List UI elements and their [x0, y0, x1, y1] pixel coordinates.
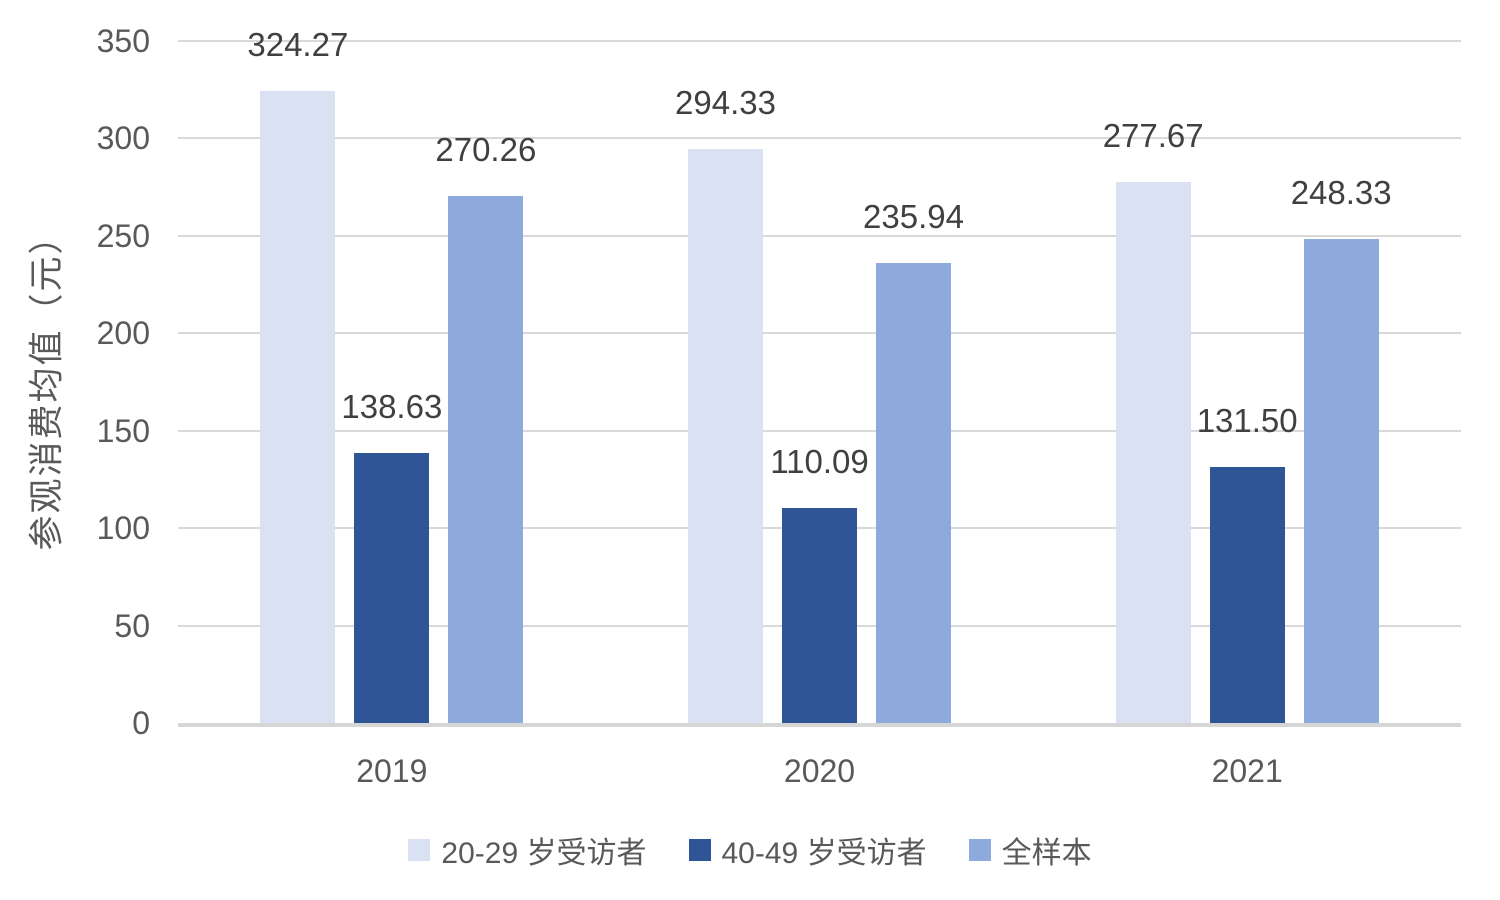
x-category-label: 2020 [783, 753, 856, 789]
y-tick-label: 100 [96, 510, 150, 547]
bar [1115, 181, 1191, 723]
x-category-label: 2019 [356, 753, 428, 789]
bar-value-label: 277.67 [1102, 116, 1204, 154]
legend-swatch-icon [968, 839, 991, 861]
y-tick-label: 350 [96, 23, 150, 59]
bar-value-label: 235.94 [863, 198, 964, 236]
gridline [178, 429, 1461, 432]
bar-value-label: 138.63 [341, 387, 443, 425]
bar [876, 263, 951, 723]
y-tick-label: 300 [96, 120, 150, 157]
y-tick-label: 150 [96, 412, 150, 449]
bar [688, 149, 763, 723]
legend-swatch-icon [408, 839, 431, 861]
bar-value-label: 324.27 [247, 26, 349, 64]
y-tick-label: 250 [96, 217, 150, 254]
bar-value-label: 270.26 [435, 131, 537, 169]
bar [782, 508, 857, 723]
legend-item: 20-29 岁受访者 [408, 828, 647, 872]
gridline [178, 40, 1461, 42]
y-tick-label: 0 [132, 705, 150, 741]
bar [354, 452, 430, 723]
bar [260, 91, 336, 723]
bar-value-label: 294.33 [675, 84, 776, 122]
x-axis-line [178, 723, 1461, 727]
legend-swatch-icon [688, 839, 711, 861]
bar [1303, 239, 1379, 723]
bar-value-label: 131.50 [1196, 401, 1298, 439]
bar [1209, 466, 1285, 723]
legend-label: 20-29 岁受访者 [441, 837, 647, 870]
gridline [178, 234, 1461, 237]
plot-area: 324.27 138.63 270.26 294.33 110.09 235.94 277.… [178, 26, 1461, 727]
x-category-label: 2021 [1211, 753, 1283, 789]
gridline [178, 332, 1461, 335]
legend-item: 40-49 岁受访者 [688, 828, 927, 872]
bar [448, 196, 524, 723]
y-axis-title: 参观消费均值（元） [27, 217, 67, 551]
y-tick-label: 50 [114, 607, 150, 644]
y-tick-label: 200 [96, 315, 150, 352]
bar-value-label: 248.33 [1290, 174, 1392, 212]
legend-label: 全样本 [1001, 837, 1092, 870]
gridline [178, 137, 1461, 140]
legend: 20-29 岁受访者 40-49 岁受访者 全样本 [0, 828, 1500, 872]
bar-value-label: 110.09 [770, 443, 869, 481]
legend-label: 40-49 岁受访者 [721, 837, 927, 870]
legend-item: 全样本 [968, 828, 1092, 872]
